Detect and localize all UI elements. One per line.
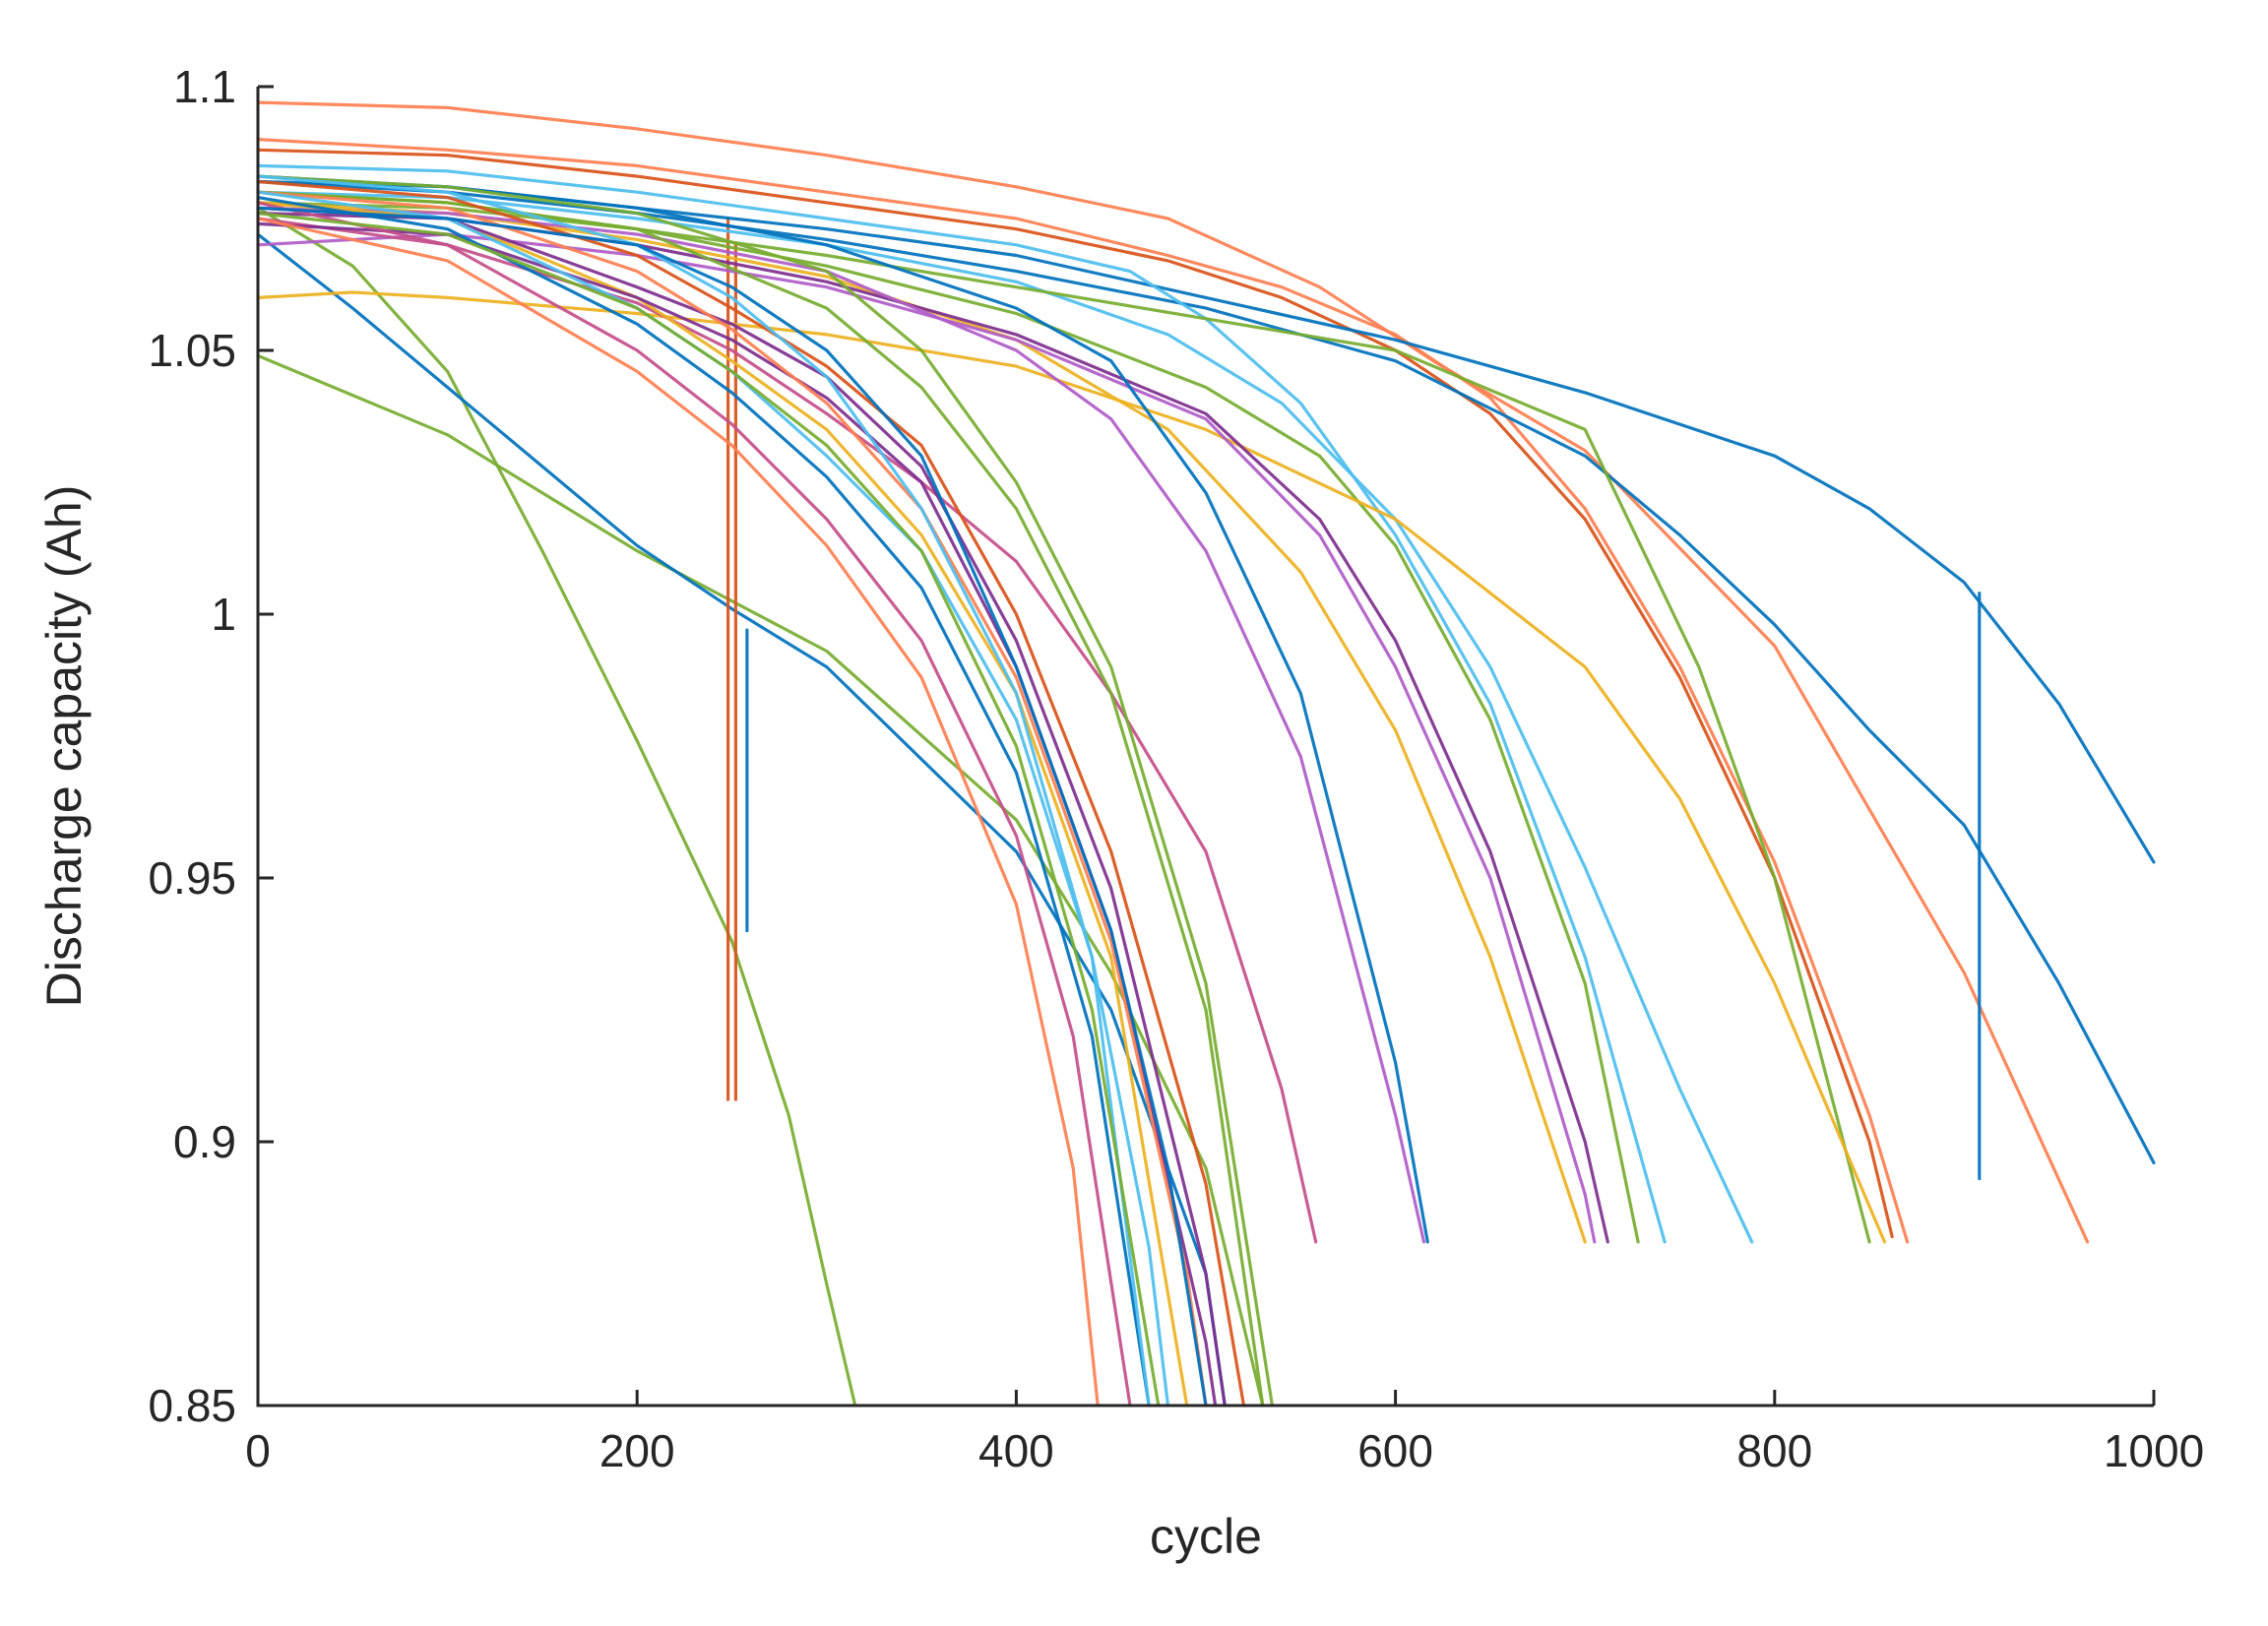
x-axis-ticks: 0 200 400 600 800 1000 <box>245 1390 2204 1476</box>
series-line-32 <box>256 196 1151 1407</box>
series-line-31 <box>256 190 1170 1407</box>
y-tick-label: 1 <box>211 589 236 640</box>
series-line-22 <box>256 206 1426 1244</box>
axes: 0 200 400 600 800 1000 0.85 0.9 0.95 1 1.05 1.1 <box>148 61 2204 1476</box>
series-line-25 <box>256 190 1265 1407</box>
series-line-34 <box>256 217 1100 1407</box>
series-line-20 <box>256 232 1597 1244</box>
y-axis-ticks: 0.85 0.9 0.95 1 1.05 1.1 <box>148 61 274 1431</box>
y-tick-label: 1.05 <box>148 325 236 376</box>
y-tick-label: 0.9 <box>173 1116 236 1167</box>
series-line-37 <box>256 206 1208 1407</box>
plot-series <box>256 100 2156 1407</box>
series-line-30 <box>256 190 1208 1407</box>
series-line-27 <box>256 179 1246 1407</box>
series-line-13 <box>256 190 1754 1244</box>
y-tick-label: 0.85 <box>148 1380 236 1431</box>
y-axis-label: Discharge capacity (Ah) <box>36 485 92 1008</box>
x-tick-label: 0 <box>245 1425 271 1476</box>
series-line-14 <box>256 163 1667 1244</box>
series-line-7 <box>256 100 2090 1244</box>
series-line-2 <box>256 353 1265 1407</box>
series-line-9 <box>256 148 1894 1239</box>
x-tick-label: 1000 <box>2104 1425 2204 1476</box>
series-line-35 <box>256 174 1151 1407</box>
series-line-28 <box>256 212 1227 1407</box>
x-tick-label: 800 <box>1736 1425 1812 1476</box>
series-line-21 <box>256 179 1429 1244</box>
series-line-1 <box>256 206 857 1407</box>
series-line-36 <box>256 212 1161 1407</box>
y-tick-label: 1.1 <box>173 61 236 112</box>
series-line-10 <box>256 174 2156 864</box>
series-line-19 <box>256 206 1609 1244</box>
x-tick-label: 600 <box>1357 1425 1433 1476</box>
series-line-33 <box>256 201 1132 1407</box>
series-line-3 <box>256 232 1227 1407</box>
x-axis-label: cycle <box>1150 1509 1262 1564</box>
x-tick-label: 200 <box>599 1425 675 1476</box>
y-tick-label: 0.95 <box>148 852 236 904</box>
series-line-16 <box>256 201 1871 1244</box>
x-tick-label: 400 <box>978 1425 1054 1476</box>
series-line-17 <box>256 290 1887 1244</box>
series-line-11 <box>256 179 2156 1164</box>
series-line-24 <box>256 174 1274 1407</box>
series-line-26 <box>256 201 1189 1407</box>
